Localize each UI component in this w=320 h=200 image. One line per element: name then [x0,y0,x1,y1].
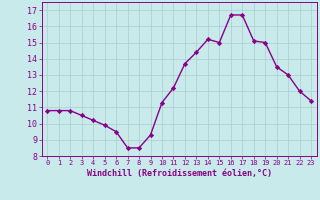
X-axis label: Windchill (Refroidissement éolien,°C): Windchill (Refroidissement éolien,°C) [87,169,272,178]
